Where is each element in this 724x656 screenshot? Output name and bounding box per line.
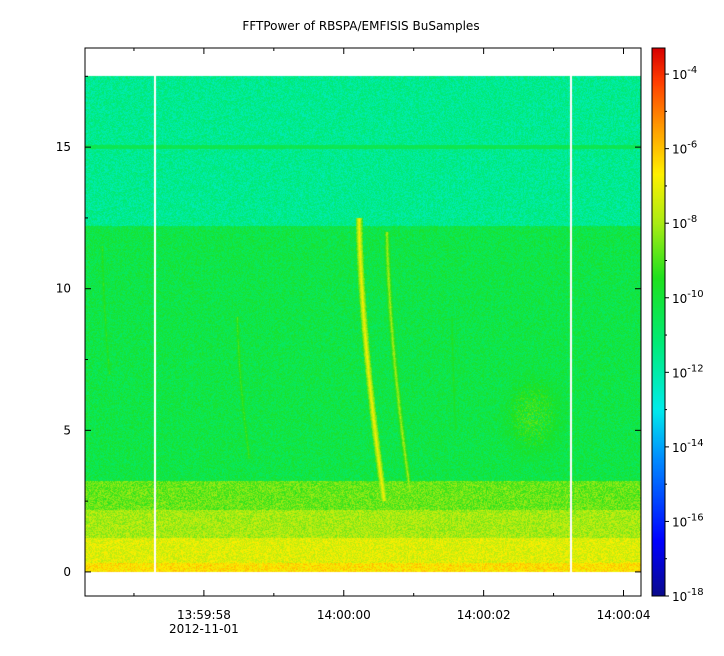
y-axis: 0 5 10 15 — [56, 75, 641, 579]
colorbar-frame — [651, 47, 666, 597]
colorbar-tick-exponent: -14 — [687, 438, 703, 449]
spectrogram-image — [85, 48, 641, 596]
colorbar-tick-exponent: -6 — [687, 140, 697, 151]
colorbar-tick-exponent: -12 — [687, 363, 703, 374]
colorbar-tick-label: 10-8 — [672, 214, 697, 231]
colorbar-tick-exponent: -4 — [687, 65, 697, 76]
colorbar-tick-exponent: -8 — [687, 214, 697, 225]
colorbar-tick-base: 10 — [672, 292, 687, 306]
plot-frame — [84, 47, 642, 597]
chart-title: FFTPower of RBSPA/EMFISIS BuSamples — [242, 19, 479, 33]
colorbar-tick-exponent: -16 — [687, 512, 703, 523]
y-tick-label: 15 — [56, 140, 71, 154]
colorbar-tick-base: 10 — [672, 441, 687, 455]
x-tick-label: 14:00:02 — [457, 608, 511, 622]
x-tick-label: 14:00:04 — [597, 608, 651, 622]
colorbar-tick-label: 10-12 — [672, 363, 704, 380]
colorbar-tick-exponent: -18 — [687, 587, 703, 598]
colorbar-tick-base: 10 — [672, 68, 687, 82]
colorbar-tick-exponent: -10 — [687, 289, 703, 300]
colorbar-tick-label: 10-14 — [672, 438, 704, 455]
colorbar-tick-base: 10 — [672, 366, 687, 380]
plot-area — [84, 47, 642, 597]
x-tick-label: 13:59:58 — [177, 608, 231, 622]
x-tick-date-label: 2012-11-01 — [169, 622, 239, 636]
colorbar-tick-base: 10 — [672, 143, 687, 157]
colorbar-gradient — [652, 48, 665, 596]
colorbar-tick-label: 10-16 — [672, 512, 704, 529]
colorbar-tick-label: 10-18 — [672, 587, 704, 604]
colorbar-tick-base: 10 — [672, 590, 687, 604]
colorbar-tick-base: 10 — [672, 515, 687, 529]
colorbar-tick-label: 10-6 — [672, 140, 697, 157]
colorbar-tick-label: 10-10 — [672, 289, 704, 306]
y-tick-label: 0 — [63, 565, 71, 579]
colorbar-tick-label: 10-4 — [672, 65, 697, 82]
y-tick-label: 10 — [56, 282, 71, 296]
colorbar-tick-base: 10 — [672, 217, 687, 231]
x-tick-label: 14:00:00 — [317, 608, 371, 622]
y-tick-label: 5 — [63, 423, 71, 437]
